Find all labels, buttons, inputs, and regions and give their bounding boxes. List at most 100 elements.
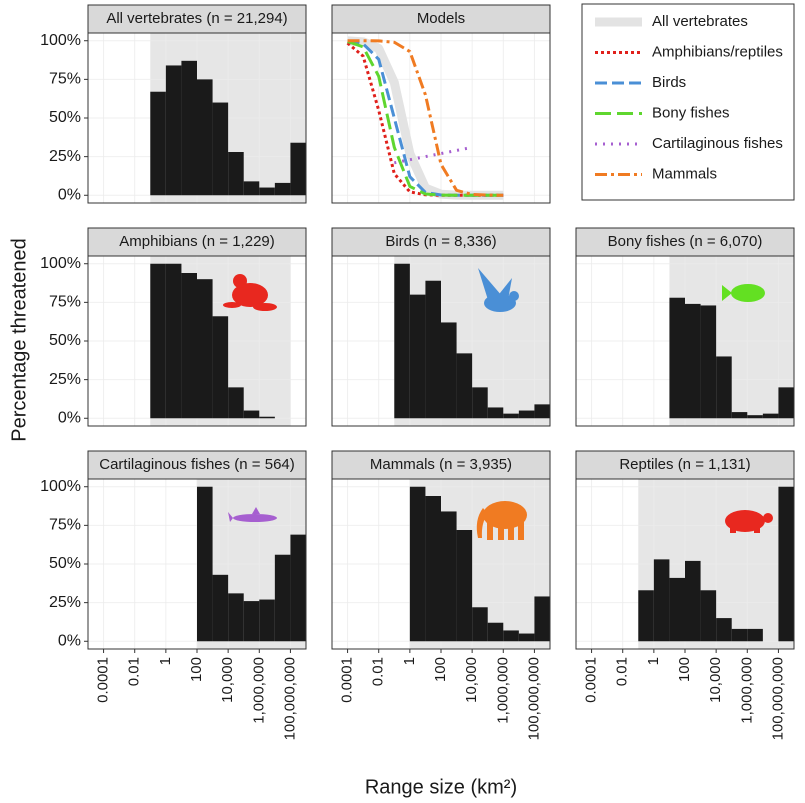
panel-title: Reptiles (n = 1,131): [619, 456, 750, 473]
bar: [197, 486, 213, 642]
bar: [228, 593, 244, 642]
line-series: [347, 39, 504, 197]
bar: [425, 496, 441, 642]
panel-border: [331, 32, 551, 204]
y-tick-label: 0%: [58, 632, 81, 649]
legend: All vertebrates Amphibians/reptiles Birds B…: [581, 3, 795, 201]
panel-title: Bony fishes (n = 6,070): [608, 233, 763, 250]
bar: [503, 630, 519, 642]
bar: [747, 628, 763, 642]
bar: [518, 410, 535, 419]
legend-label: Birds: [652, 74, 686, 91]
bar: [518, 633, 535, 642]
bar: [700, 305, 717, 419]
panel: Bony fishes (n = 6,070): [575, 227, 795, 427]
bar: [669, 297, 685, 419]
bar: [290, 534, 306, 642]
panel-title: Amphibians (n = 1,229): [119, 233, 275, 250]
turtle-icon: [725, 510, 773, 533]
frog-icon: [223, 274, 277, 311]
bar: [259, 416, 275, 419]
panel: Mammals (n = 3,935) 0.0001 0.01 1 100 10,000 1…: [331, 450, 551, 740]
bar: [487, 407, 504, 419]
y-tick-label: 25%: [49, 371, 81, 388]
strip: [331, 227, 551, 257]
strip: [575, 227, 795, 257]
bar: [638, 590, 654, 642]
bar: [274, 554, 291, 642]
legend-label: Mammals: [652, 165, 717, 182]
panel-border: [575, 255, 795, 427]
bar: [228, 387, 244, 419]
x-tick-label: 10,000: [707, 657, 724, 703]
bar: [165, 65, 182, 196]
y-tick-label: 50%: [49, 332, 81, 349]
bar: [778, 387, 794, 419]
x-tick-label: 1: [645, 657, 662, 665]
y-tick-label: 100%: [40, 32, 81, 49]
x-tick-label: 100,000,000: [281, 657, 298, 740]
x-tick-label: 0.01: [614, 657, 631, 686]
bar: [472, 607, 488, 642]
bar: [243, 181, 260, 196]
x-tick-label: 0.0001: [95, 657, 112, 703]
y-tick-label: 50%: [49, 555, 81, 572]
panel-title: Cartilaginous fishes (n = 564): [99, 456, 295, 473]
bar: [243, 410, 260, 419]
y-axis-title: Percentage threatened: [8, 238, 30, 442]
panel-title: Models: [417, 10, 465, 27]
x-tick-label: 1,000,000: [250, 657, 267, 724]
bar: [197, 279, 213, 419]
y-tick-label: 25%: [49, 148, 81, 165]
x-tick-label: 0.0001: [339, 657, 356, 703]
legend-label: All vertebrates: [652, 13, 748, 30]
fish-icon: [722, 284, 765, 302]
x-tick-label: 100: [432, 657, 449, 682]
x-tick-label: 1: [401, 657, 418, 665]
icons: [223, 268, 773, 540]
bar: [150, 263, 166, 419]
bar: [181, 60, 197, 196]
panel-border: [575, 478, 795, 650]
bar: [778, 486, 794, 642]
bar: [197, 79, 213, 196]
x-tick-label: 1: [157, 657, 174, 665]
panel: Reptiles (n = 1,131) 0.0001 0.01 1 100 10,000…: [575, 450, 795, 740]
y-tick-label: 75%: [49, 294, 81, 311]
legend-label: Bony fishes: [652, 104, 730, 121]
bar: [394, 263, 410, 419]
bar: [274, 182, 291, 196]
y-tick-label: 50%: [49, 109, 81, 126]
panel: Amphibians (n = 1,229) 0% 25% 50% 75% 100%: [40, 227, 307, 427]
panel-border: [87, 32, 307, 204]
bar: [425, 280, 441, 419]
panel-title: Mammals (n = 3,935): [370, 456, 512, 473]
strip: [87, 450, 307, 480]
legend-box: [581, 3, 795, 201]
y-tick-label: 25%: [49, 594, 81, 611]
strip: [331, 450, 551, 480]
x-tick-label: 10,000: [219, 657, 236, 703]
x-tick-label: 0.01: [370, 657, 387, 686]
bar: [716, 618, 732, 642]
bar: [165, 263, 182, 419]
x-tick-label: 1,000,000: [494, 657, 511, 724]
bar: [259, 187, 275, 196]
y-tick-label: 0%: [58, 186, 81, 203]
strip: [87, 4, 307, 34]
bar: [441, 511, 457, 642]
bar: [685, 560, 701, 642]
legend-label: Amphibians/reptiles: [652, 43, 783, 60]
bar: [731, 628, 748, 642]
x-tick-label: 100,000,000: [525, 657, 542, 740]
x-tick-label: 100,000,000: [769, 657, 786, 740]
bar: [456, 530, 473, 642]
bar: [503, 413, 519, 419]
bar: [212, 316, 229, 419]
shark-icon: [228, 507, 277, 522]
bar: [762, 413, 779, 419]
panel-border: [87, 255, 307, 427]
bar: [472, 387, 488, 419]
bar: [259, 599, 275, 642]
